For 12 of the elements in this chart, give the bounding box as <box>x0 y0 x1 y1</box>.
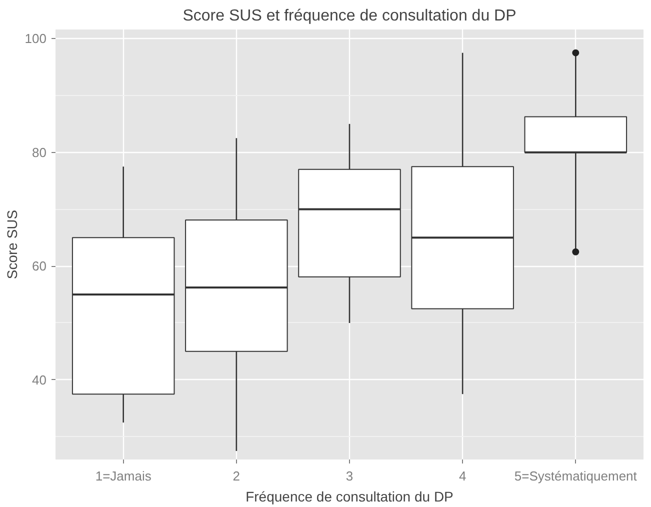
y-tick-label: 80 <box>32 144 47 160</box>
chart-title: Score SUS et fréquence de consultation du DP <box>182 8 516 24</box>
x-tick-label: 5=Systématiquement <box>514 468 638 484</box>
y-tick-label: 100 <box>24 31 47 46</box>
y-tick-label: 60 <box>32 258 47 274</box>
x-tick-label: 3 <box>346 468 354 484</box>
x-tick-label: 4 <box>458 468 466 484</box>
x-tick-label: 2 <box>232 468 240 484</box>
y-axis-title: Score SUS <box>4 210 20 280</box>
x-axis-title: Fréquence de consultation du DP <box>246 488 454 504</box>
x-tick-label: 1=Jamais <box>95 468 152 484</box>
y-tick-label: 40 <box>32 372 47 388</box>
